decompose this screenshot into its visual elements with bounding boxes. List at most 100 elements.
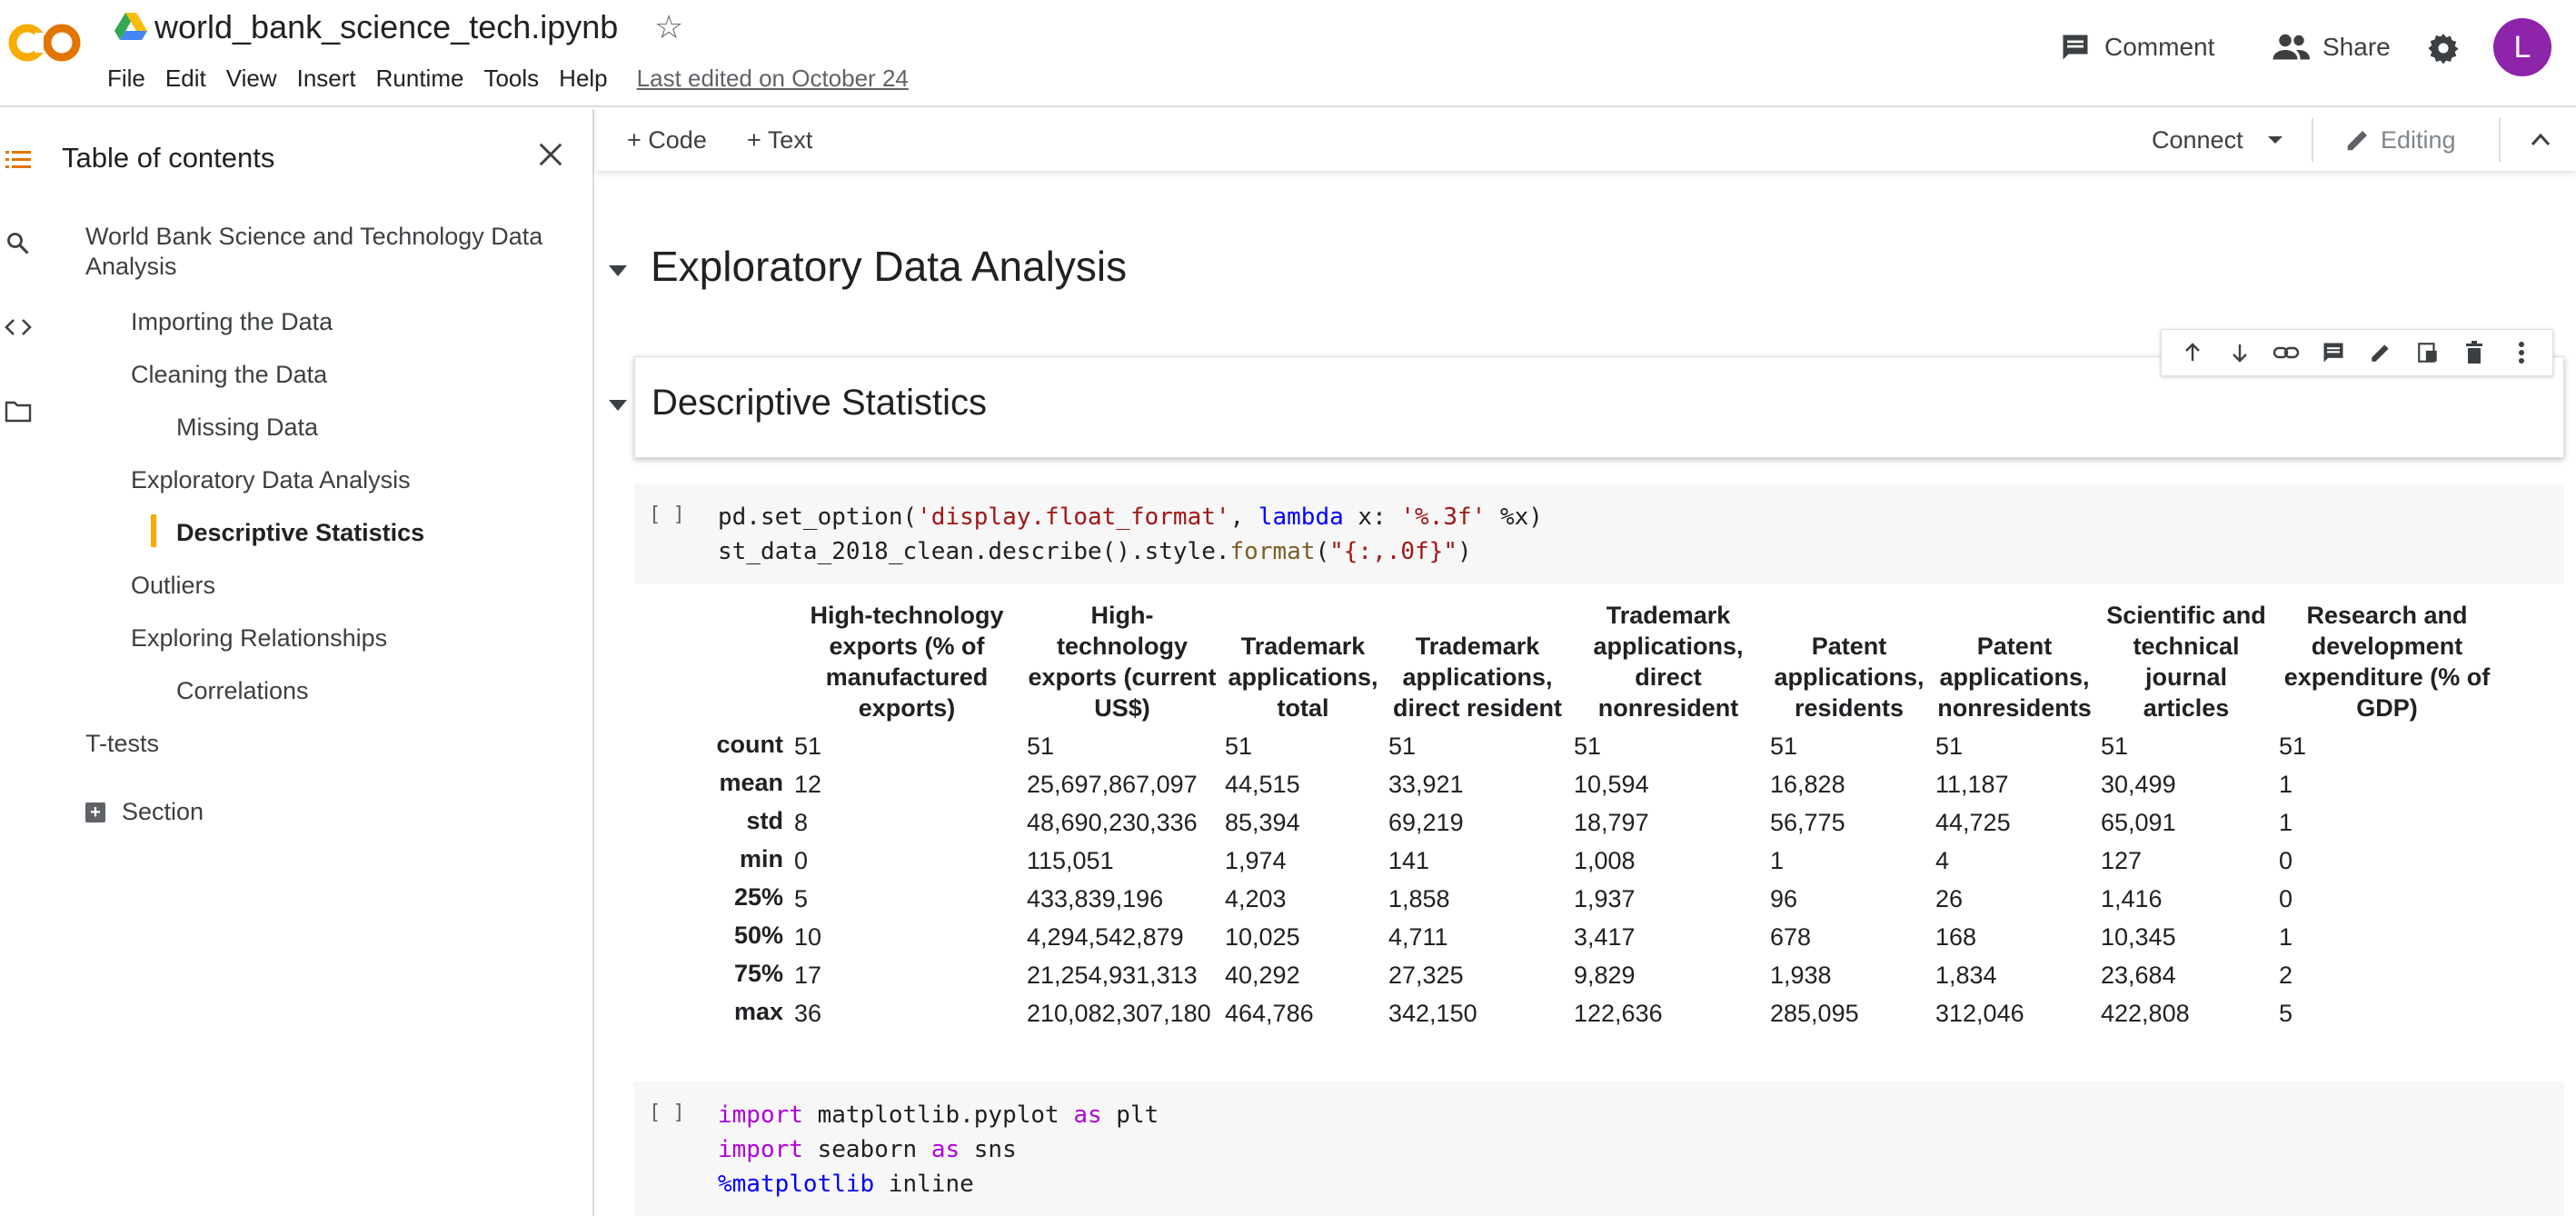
chevron-down-icon[interactable] bbox=[2266, 135, 2284, 145]
delete-icon[interactable] bbox=[2459, 337, 2490, 368]
table-cell: 285,095 bbox=[1770, 999, 1859, 1027]
table-cell: 25,697,867,097 bbox=[1027, 770, 1198, 798]
table-cell: 464,786 bbox=[1225, 999, 1314, 1027]
comment-button[interactable]: Comment bbox=[2059, 25, 2214, 69]
search-icon[interactable] bbox=[0, 225, 36, 262]
table-cell: 4,203 bbox=[1225, 884, 1287, 912]
row-label: mean bbox=[719, 769, 783, 796]
more-vert-icon[interactable] bbox=[2506, 337, 2537, 368]
column-header: Trademark applications, direct nonreside… bbox=[1593, 602, 1744, 722]
settings-gear-icon[interactable] bbox=[2426, 31, 2461, 65]
menu-view[interactable]: View bbox=[225, 65, 277, 92]
table-cell: 422,808 bbox=[2101, 999, 2190, 1027]
table-cell: 342,150 bbox=[1388, 999, 1477, 1027]
collapse-arrow-icon[interactable] bbox=[609, 265, 627, 276]
toc-item-correlations[interactable]: Correlations bbox=[176, 677, 309, 704]
table-cell: 23,684 bbox=[2101, 961, 2176, 989]
toc-item-cleaning[interactable]: Cleaning the Data bbox=[131, 361, 328, 388]
code-cell-2[interactable]: [ ] import matplotlib.pyplot as plt impo… bbox=[634, 1081, 2564, 1216]
menu-tools[interactable]: Tools bbox=[483, 65, 540, 92]
share-button[interactable]: Share bbox=[2272, 25, 2391, 69]
table-cell: 0 bbox=[2279, 846, 2293, 874]
mirror-cell-icon[interactable] bbox=[2412, 337, 2443, 368]
toc-list-icon[interactable] bbox=[0, 142, 36, 178]
table-cell: 1,834 bbox=[1935, 961, 1997, 989]
table-cell: 3,417 bbox=[1574, 922, 1636, 951]
menu-file[interactable]: File bbox=[107, 65, 145, 92]
table-cell: 44,725 bbox=[1935, 808, 2011, 836]
comment-icon[interactable] bbox=[2318, 337, 2349, 368]
plus-icon: + bbox=[747, 126, 761, 154]
heading-exploratory-data-analysis: Exploratory Data Analysis bbox=[651, 243, 1128, 290]
last-edited-link[interactable]: Last edited on October 24 bbox=[636, 65, 909, 92]
toc-item-exploring-relationships[interactable]: Exploring Relationships bbox=[131, 624, 388, 652]
table-cell: 2 bbox=[2279, 961, 2293, 989]
table-cell: 10,345 bbox=[2101, 922, 2176, 951]
row-label: max bbox=[733, 998, 783, 1025]
toc-item-descriptive-statistics[interactable]: Descriptive Statistics bbox=[176, 519, 425, 546]
table-row: 50% 10 4,294,542,879 10,025 4,711 3,417 … bbox=[712, 918, 2499, 956]
table-row: mean 12 25,697,867,097 44,515 33,921 10,… bbox=[712, 765, 2499, 803]
edit-pencil-icon[interactable] bbox=[2365, 337, 2396, 368]
toc-item-eda[interactable]: Exploratory Data Analysis bbox=[131, 466, 411, 493]
move-down-icon[interactable] bbox=[2224, 337, 2255, 368]
table-cell: 1 bbox=[1770, 846, 1785, 874]
comment-label: Comment bbox=[2104, 33, 2215, 61]
code-editor-2[interactable]: import matplotlib.pyplot as plt import s… bbox=[718, 1098, 1159, 1201]
table-cell: 51 bbox=[1027, 732, 1055, 760]
connect-button[interactable]: Connect bbox=[2152, 122, 2243, 158]
collapse-arrow-icon[interactable] bbox=[609, 400, 627, 411]
colab-logo[interactable] bbox=[7, 20, 84, 65]
row-label: count bbox=[716, 731, 784, 758]
add-text-button[interactable]: + Text bbox=[747, 122, 812, 158]
link-icon[interactable] bbox=[2271, 337, 2302, 368]
add-text-label: Text bbox=[767, 126, 813, 154]
left-rail bbox=[0, 109, 38, 1216]
run-cell-button[interactable]: [ ] bbox=[649, 503, 685, 526]
chevron-up-icon[interactable] bbox=[2530, 131, 2551, 147]
table-row: 75% 17 21,254,931,313 40,292 27,325 9,82… bbox=[712, 956, 2499, 994]
code-cell-1[interactable]: [ ] pd.set_option('display.float_format'… bbox=[634, 483, 2564, 583]
table-cell: 27,325 bbox=[1388, 961, 1464, 989]
google-drive-icon[interactable] bbox=[114, 11, 147, 40]
cell-output-table: High-technology exports (% of manufactur… bbox=[634, 600, 2564, 1163]
add-section-label: Section bbox=[122, 798, 204, 825]
table-cell: 40,292 bbox=[1225, 961, 1300, 989]
code-line: st_data_2018_clean.describe().style.form… bbox=[718, 538, 1472, 565]
notebook-title[interactable]: world_bank_science_tech.ipynb bbox=[154, 8, 619, 45]
toc-item-importing[interactable]: Importing the Data bbox=[131, 308, 333, 335]
avatar[interactable]: L bbox=[2493, 18, 2551, 76]
table-cell: 51 bbox=[1770, 732, 1798, 760]
toc-item-outliers[interactable]: Outliers bbox=[131, 572, 216, 599]
add-code-button[interactable]: + Code bbox=[627, 122, 707, 158]
code-snippets-icon[interactable] bbox=[0, 309, 36, 345]
table-cell: 51 bbox=[2101, 732, 2129, 760]
table-cell: 678 bbox=[1770, 922, 1812, 951]
table-cell: 51 bbox=[1935, 732, 1964, 760]
table-row: count 51 51 51 51 51 51 51 51 51 bbox=[712, 727, 2499, 765]
people-icon bbox=[2273, 34, 2310, 60]
run-cell-button[interactable]: [ ] bbox=[649, 1101, 685, 1124]
notebook-main: + Code + Text Connect Editing Explorator… bbox=[596, 109, 2576, 1216]
menu-runtime[interactable]: Runtime bbox=[375, 65, 464, 92]
table-cell: 51 bbox=[794, 732, 822, 760]
editing-mode-button[interactable]: Editing bbox=[2344, 122, 2456, 158]
table-cell: 51 bbox=[1574, 732, 1602, 760]
table-cell: 21,254,931,313 bbox=[1027, 961, 1198, 989]
menu-insert[interactable]: Insert bbox=[296, 65, 356, 92]
toc-item-missing-data[interactable]: Missing Data bbox=[176, 414, 319, 441]
move-up-icon[interactable] bbox=[2177, 337, 2208, 368]
menu-edit[interactable]: Edit bbox=[164, 65, 206, 92]
code-editor-1[interactable]: pd.set_option('display.float_format', la… bbox=[718, 500, 1543, 569]
menu-help[interactable]: Help bbox=[559, 65, 608, 92]
folder-icon[interactable] bbox=[0, 393, 36, 429]
toc-item-t-tests[interactable]: T-tests bbox=[85, 730, 160, 757]
table-cell: 51 bbox=[1388, 732, 1417, 760]
table-cell: 5 bbox=[794, 884, 809, 912]
add-section-button[interactable]: + Section bbox=[85, 798, 204, 826]
table-cell: 10 bbox=[794, 922, 822, 951]
toc-item-world-bank[interactable]: World Bank Science and Technology Data A… bbox=[85, 223, 543, 280]
star-icon[interactable]: ☆ bbox=[654, 8, 684, 45]
table-cell: 10,594 bbox=[1574, 770, 1649, 798]
close-icon[interactable] bbox=[529, 133, 572, 176]
